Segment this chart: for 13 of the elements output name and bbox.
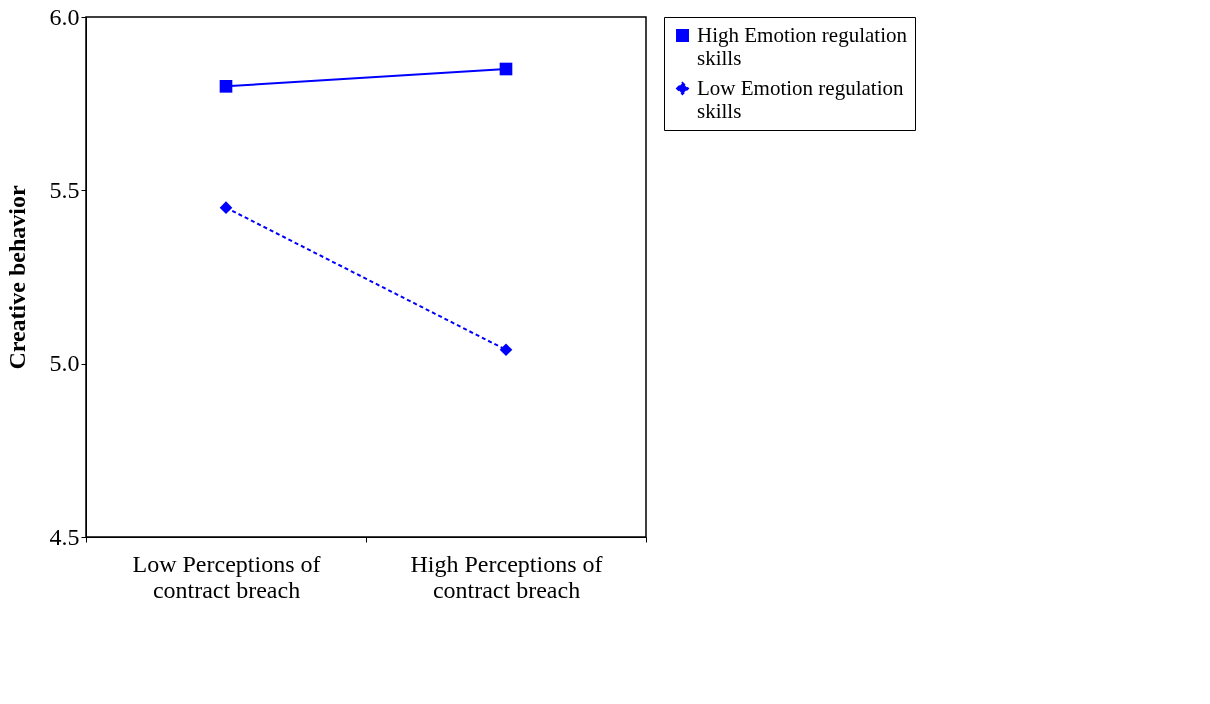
point — [499, 343, 513, 357]
y-axis-title: Creative behavior — [3, 185, 30, 370]
x-tick-label: High Perceptions of contract breach — [410, 550, 603, 603]
point — [219, 80, 233, 93]
y-tick-label: 5.0 — [49, 350, 80, 377]
y-tick-label: 6.0 — [49, 3, 80, 30]
legend-label: Low Emotion regulation skills — [697, 75, 904, 123]
y-tick-label: 5.5 — [49, 176, 80, 203]
legend-label: High Emotion regulation skills — [697, 22, 908, 70]
point — [499, 62, 513, 76]
point — [219, 201, 233, 214]
y-tick-label: 4.5 — [49, 523, 80, 550]
x-tick-label: Low Perceptions of contract breach — [132, 550, 321, 603]
